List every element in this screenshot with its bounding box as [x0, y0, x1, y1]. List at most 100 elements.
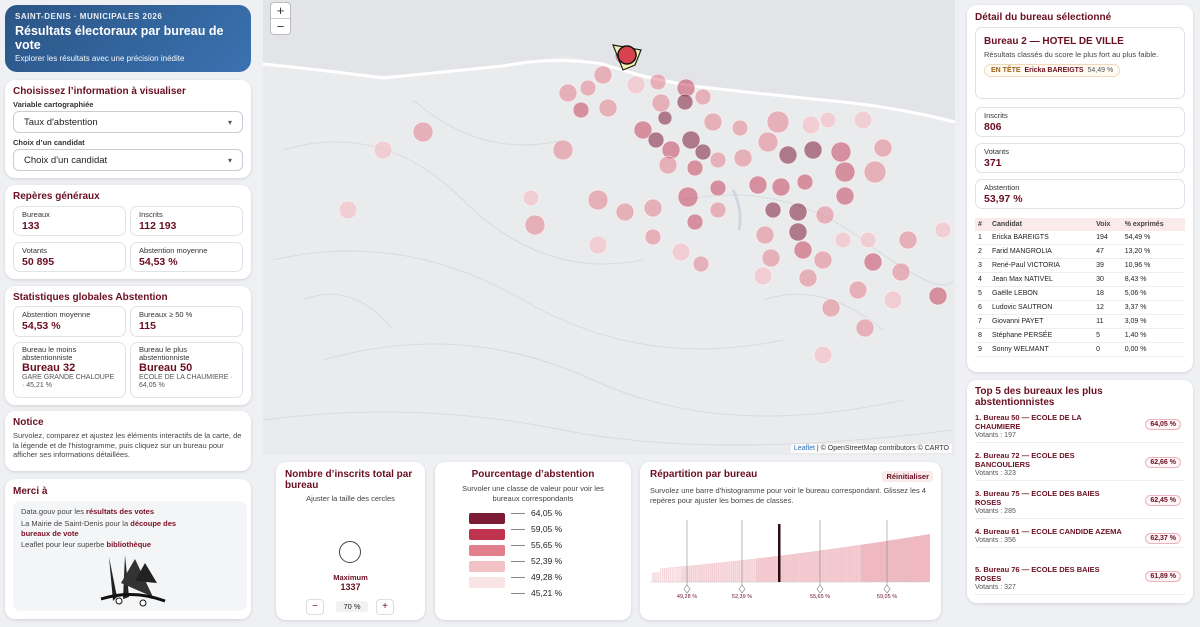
bureaux-link[interactable]: découpe des bureaux de vote: [21, 519, 177, 538]
bureau-marker[interactable]: [587, 189, 609, 211]
legend-class-swatch[interactable]: [469, 561, 505, 572]
histogram-bar[interactable]: [683, 566, 686, 583]
bureau-marker[interactable]: [709, 179, 727, 197]
histogram-bar[interactable]: [810, 551, 813, 583]
histogram-bar[interactable]: [651, 572, 654, 583]
bureau-marker[interactable]: [813, 345, 833, 365]
bureau-marker[interactable]: [755, 225, 775, 245]
histogram-bar[interactable]: [927, 534, 930, 583]
histogram-bar[interactable]: [670, 567, 673, 583]
bureau-marker[interactable]: [819, 111, 837, 129]
histogram-bar[interactable]: [900, 538, 903, 583]
bureau-marker[interactable]: [855, 318, 875, 338]
bureau-marker[interactable]: [796, 173, 814, 191]
histogram-bar[interactable]: [666, 567, 669, 583]
histogram-bar[interactable]: [739, 560, 742, 583]
bureau-marker[interactable]: [788, 202, 808, 222]
top5-item[interactable]: 2. Bureau 72 — ECOLE DES BANCOULIERS Vota…: [975, 451, 1185, 481]
histogram-bar[interactable]: [925, 534, 928, 583]
histogram-bar[interactable]: [695, 565, 698, 583]
bureau-marker[interactable]: [873, 138, 893, 158]
bureau-marker[interactable]: [788, 222, 808, 242]
histogram-bar[interactable]: [906, 537, 909, 583]
histogram-bar[interactable]: [923, 534, 926, 583]
histogram-bar[interactable]: [896, 539, 899, 583]
bureau-marker[interactable]: [863, 252, 883, 272]
histogram-bar[interactable]: [754, 558, 757, 583]
bureau-marker[interactable]: [373, 140, 393, 160]
bureau-marker[interactable]: [703, 112, 723, 132]
bureau-marker[interactable]: [588, 235, 608, 255]
bureau-marker[interactable]: [671, 242, 691, 262]
boundary-handle[interactable]: [816, 584, 824, 594]
histogram-bar[interactable]: [750, 559, 753, 583]
bureau-marker[interactable]: [681, 130, 701, 150]
legend-class-swatch[interactable]: [469, 529, 505, 540]
histogram-bar[interactable]: [806, 552, 809, 583]
reset-button[interactable]: Réinitialiser: [882, 471, 933, 482]
bureau-marker[interactable]: [848, 280, 868, 300]
histogram-bar[interactable]: [787, 554, 790, 583]
bureau-marker[interactable]: [891, 262, 911, 282]
histogram-bar[interactable]: [812, 551, 815, 583]
bureau-marker[interactable]: [766, 110, 790, 134]
bureau-marker[interactable]: [686, 159, 704, 177]
zoom-out-button[interactable]: −: [276, 19, 285, 34]
histogram-bar[interactable]: [796, 553, 799, 583]
histogram-bar[interactable]: [875, 542, 878, 583]
histogram-bar[interactable]: [748, 559, 751, 583]
bureau-marker[interactable]: [771, 177, 791, 197]
histogram-bar[interactable]: [852, 545, 855, 583]
bureau-marker[interactable]: [593, 65, 613, 85]
histogram-bar[interactable]: [902, 538, 905, 583]
histogram-bar[interactable]: [720, 562, 723, 583]
histogram-bar[interactable]: [775, 556, 778, 583]
histogram-bar[interactable]: [831, 548, 834, 583]
histogram-bar[interactable]: [756, 558, 759, 583]
histogram-bar[interactable]: [681, 566, 684, 583]
bureau-marker[interactable]: [657, 110, 673, 126]
histogram-bar[interactable]: [794, 553, 797, 583]
bureau-marker[interactable]: [644, 228, 662, 246]
histogram-bar[interactable]: [737, 560, 740, 583]
bureau-marker[interactable]: [633, 120, 653, 140]
histogram-bar[interactable]: [697, 564, 700, 583]
histogram-bar[interactable]: [898, 538, 901, 583]
bureau-marker[interactable]: [761, 248, 781, 268]
histogram-bar[interactable]: [821, 550, 824, 583]
histogram-bar[interactable]: [850, 546, 853, 583]
bureau-marker[interactable]: [524, 214, 546, 236]
bureau-marker[interactable]: [658, 155, 678, 175]
histogram-bar[interactable]: [674, 567, 677, 583]
histogram-bar[interactable]: [913, 536, 916, 583]
histogram-bar[interactable]: [829, 549, 832, 583]
histogram-bar[interactable]: [762, 557, 765, 583]
histogram-bar[interactable]: [863, 544, 866, 583]
histogram-bar[interactable]: [704, 564, 707, 583]
selected-bureau-marker[interactable]: [617, 45, 637, 65]
bureau-marker[interactable]: [626, 75, 646, 95]
selected-bureau-bar[interactable]: [778, 524, 781, 582]
histogram-bar[interactable]: [716, 562, 719, 583]
bureau-marker[interactable]: [803, 140, 823, 160]
bureau-marker[interactable]: [709, 201, 727, 219]
histogram-bar[interactable]: [714, 563, 717, 583]
zoom-in-button[interactable]: +: [271, 3, 290, 19]
histogram-bar[interactable]: [733, 561, 736, 583]
histogram-bar[interactable]: [890, 540, 893, 583]
histogram-bar[interactable]: [802, 552, 805, 583]
histogram-bar[interactable]: [798, 553, 801, 583]
legend-class-swatch[interactable]: [469, 545, 505, 556]
histogram-bar[interactable]: [892, 539, 895, 583]
histogram-bar[interactable]: [911, 536, 914, 583]
histogram-bar[interactable]: [712, 563, 715, 583]
variable-select[interactable]: Taux d'abstention ▾: [13, 111, 243, 133]
histogram-bar[interactable]: [743, 559, 746, 583]
bureau-marker[interactable]: [598, 98, 618, 118]
histogram-bar[interactable]: [781, 555, 784, 583]
size-plus-button[interactable]: +: [376, 599, 394, 615]
bureau-marker[interactable]: [643, 198, 663, 218]
histogram-bar[interactable]: [752, 559, 755, 583]
histogram-bar[interactable]: [758, 558, 761, 583]
bureau-marker[interactable]: [928, 286, 948, 306]
